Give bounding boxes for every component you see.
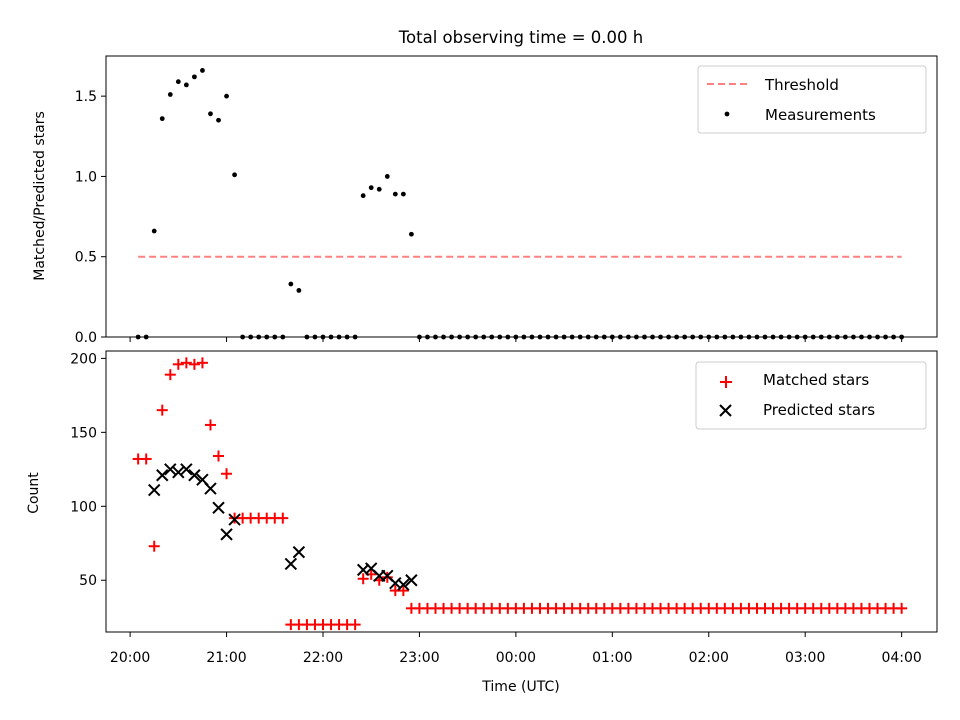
legend-measurements-label: Measurements [765,106,876,124]
matched-star-point [381,571,393,583]
predicted-star-point [156,469,169,482]
y-tick-label: 1.5 [75,89,97,105]
ratio-legend-box [697,65,927,134]
count-axes-frame [105,350,938,633]
predicted-star-point [284,557,298,571]
predicted-star-point [204,482,217,495]
legend-threshold-label: Threshold [764,76,839,94]
measurement-point [392,191,398,197]
x-tick-label: 00:00 [496,650,536,666]
matched-star-point [221,468,233,480]
predicted-star-point [212,501,225,514]
x-tick-label: 21:00 [206,650,246,666]
matched-star-point [148,540,160,552]
y-tick-label: 1.0 [75,169,97,185]
legend-matched-swatch [720,376,732,388]
matched-star-point [188,358,200,370]
predicted-star-point [148,483,161,497]
measurement-point [200,68,205,73]
measurement-point [151,228,157,234]
legend-measurements-swatch [724,111,730,117]
ratio-legend: Threshold Measurements [697,65,927,134]
x-tick-label: 04:00 [881,650,921,666]
predicted-star-point [292,545,306,559]
measurement-point [408,231,414,237]
matched-star-point [164,369,176,381]
matched-star-point [213,450,225,462]
measurement-point [183,82,189,88]
measurement-point [400,191,406,197]
measurement-point [360,193,366,199]
matched-star-point [357,573,369,585]
measurement-point [175,79,181,85]
predicted-star-point [228,513,241,526]
x-tick-label: 02:00 [689,650,729,666]
predicted-star-point [405,574,418,587]
matched-star-point [196,357,208,369]
y-tick-label: 0.5 [75,250,97,266]
y-tick-label: 150 [70,425,97,441]
matched-star-point [172,358,184,370]
measurement-point [384,174,390,179]
predicted-star-point [172,466,185,479]
count-panel: 50 100 150 200 20:00 21:00 22:00 23:00 00:00 01:… [26,350,938,695]
x-tick-label: 03:00 [785,650,825,666]
predicted-star-point [397,578,410,591]
legend-predicted-label: Predicted stars [763,401,875,419]
matched-star-point [180,357,192,369]
measurement-point [288,281,294,287]
measurement-point [232,172,237,178]
measurement-point [159,116,165,122]
matched-star-point [204,419,216,431]
predicted-star-point [220,528,233,541]
count-y-axis-label: Count [26,472,42,514]
measurement-point [167,92,173,97]
y-tick-label: 50 [79,573,97,589]
measurement-point [368,185,374,191]
figure-title: Total observing time = 0.00 h [398,28,643,47]
legend-matched-label: Matched stars [763,371,869,389]
measurement-point [192,74,197,80]
ratio-panel: 0.0 0.5 1.0 1.5 Matched/Predicted stars Thr… [32,55,938,346]
count-legend-box [695,361,927,430]
measurement-point [208,111,213,117]
predicted-star-point [188,469,201,482]
measurement-point [376,186,382,192]
measurement-point [224,93,229,99]
x-tick-label: 22:00 [303,650,343,666]
matched-star-point [277,512,289,524]
matched-star-point [140,453,152,465]
x-tick-label: 20:00 [110,650,150,666]
predicted-star-point [164,463,177,476]
predicted-star-point [180,463,193,476]
count-legend: Matched stars Predicted stars [695,361,927,430]
matched-star-point [896,602,908,614]
y-tick-label: 0.0 [75,330,97,346]
ratio-axes-frame [105,55,938,338]
x-tick-label: 23:00 [399,650,439,666]
legend-predicted-swatch [719,404,732,417]
y-tick-label: 100 [70,499,97,515]
measurement-point [296,288,302,293]
ratio-y-axis-label: Matched/Predicted stars [32,111,48,281]
y-tick-label: 200 [70,351,97,367]
matched-star-point [349,619,361,631]
matched-star-point [156,404,168,416]
matched-star-point [397,585,409,597]
x-axis-label: Time (UTC) [481,679,559,695]
x-tick-label: 01:00 [592,650,632,666]
measurement-point [216,117,221,123]
